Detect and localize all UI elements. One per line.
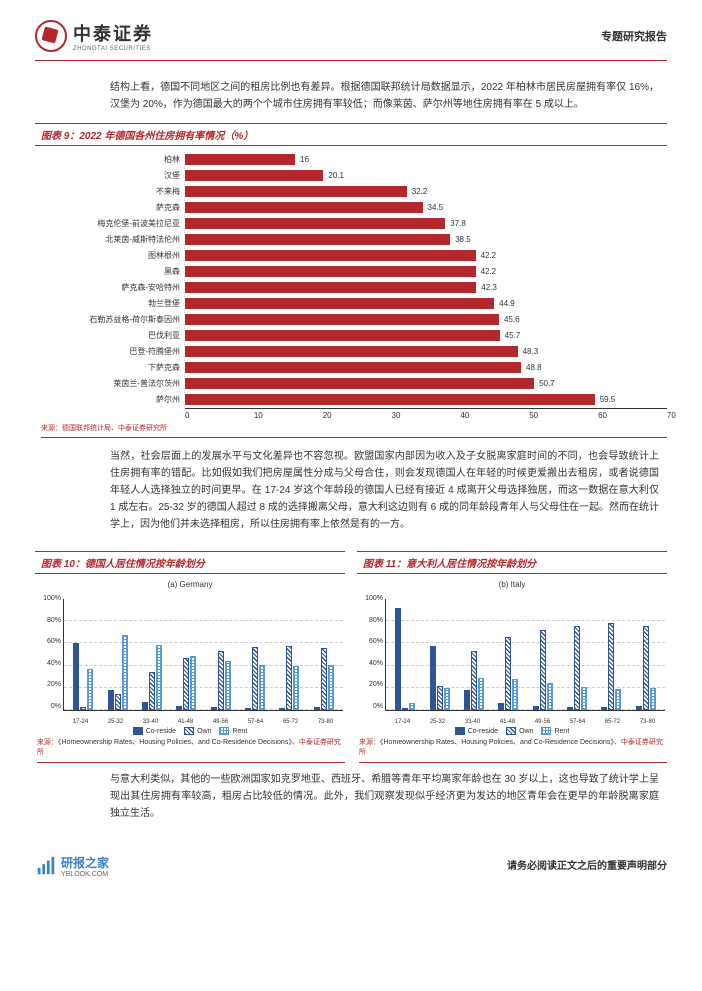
logo-cn: 中泰证券: [73, 20, 153, 46]
fig11-title: 图表 11：意大利人居住情况按年龄划分: [357, 551, 667, 574]
paragraph-1: 结构上看，德国不同地区之间的租房比例也有差异。根据德国联邦统计局数据显示，202…: [110, 79, 659, 113]
fig11-subtitle: (b) Italy: [357, 580, 667, 589]
fig10-chart: 100%80%60%40%20%0%17-2425-3233-4041-4849…: [35, 595, 345, 725]
footer-logo: 研报之家 YBLOOK.COM: [35, 854, 109, 878]
fig9-title: 图表 9：2022 年德国各州住房拥有率情况（%）: [35, 123, 667, 146]
fig10-column: 图表 10：德国人居住情况按年龄划分 (a) Germany 100%80%60…: [35, 543, 345, 771]
fig10-title: 图表 10：德国人居住情况按年龄划分: [35, 551, 345, 574]
fig11-chart: 100%80%60%40%20%0%17-2425-3233-4041-4849…: [357, 595, 667, 725]
fig10-legend: Co-resideOwnRent: [35, 727, 345, 735]
fig11-source: 来源：《Homeownership Rates、Housing Policies…: [359, 738, 667, 763]
footer-logo-icon: [35, 855, 57, 877]
paragraph-3: 与意大利类似，其他的一些欧洲国家如克罗地亚、西班牙、希腊等青年平均离家年龄也在 …: [110, 771, 659, 822]
footer-logo-text: 研报之家: [61, 854, 109, 871]
company-logo: 中泰证券 ZHONGTAI SECURITIES: [35, 20, 153, 52]
fig11-column: 图表 11：意大利人居住情况按年龄划分 (b) Italy 100%80%60%…: [357, 543, 667, 771]
fig9-chart: 柏林16汉堡20.1不来梅32.2萨克森34.5梅克伦堡-前波美拉尼亚37.8北…: [35, 152, 667, 420]
report-type: 专题研究报告: [601, 28, 667, 44]
fig9-source: 来源：德国联邦统计局、中泰证券研究所: [41, 423, 667, 438]
fig10-source: 来源：《Homeownership Rates、Housing Policies…: [37, 738, 345, 763]
fig11-legend: Co-resideOwnRent: [357, 727, 667, 735]
paragraph-2: 当然，社会层面上的发展水平与文化差异也不容忽视。欧盟国家内部因为收入及子女脱离家…: [110, 448, 659, 533]
footer-logo-sub: YBLOOK.COM: [61, 871, 109, 878]
page-header: 中泰证券 ZHONGTAI SECURITIES 专题研究报告: [35, 20, 667, 61]
logo-icon: [35, 20, 67, 52]
footer-disclaimer: 请务必阅读正文之后的重要声明部分: [507, 857, 667, 872]
logo-en: ZHONGTAI SECURITIES: [73, 46, 153, 52]
fig10-subtitle: (a) Germany: [35, 580, 345, 589]
